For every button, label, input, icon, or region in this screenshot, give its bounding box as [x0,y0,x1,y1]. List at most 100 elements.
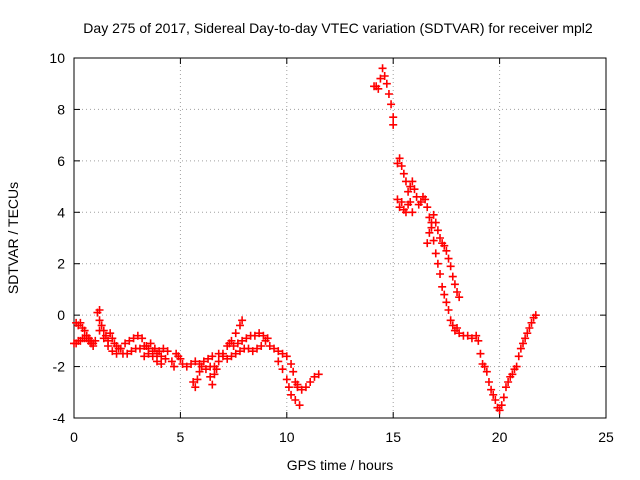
data-point [229,342,238,350]
data-point [159,344,168,353]
x-tick-label: 10 [279,429,295,445]
data-point [491,396,500,404]
data-point [531,311,540,320]
data-point [253,344,262,353]
data-point [433,226,442,235]
data-point [306,378,315,386]
x-tick-label: 25 [598,429,614,445]
data-point [399,169,408,178]
data-point [436,234,445,242]
data-point [170,362,179,371]
data-point [393,195,402,204]
data-point [378,64,387,73]
data-point [408,177,417,186]
data-point [80,326,89,335]
data-point [448,272,457,281]
data-point [163,347,172,356]
data-point [416,198,425,206]
data-point [436,270,445,278]
data-point [376,74,385,83]
data-point [404,187,413,196]
data-point [440,241,449,250]
data-point [201,365,210,374]
data-point [89,342,98,350]
data-point [480,362,489,371]
data-point [453,324,462,332]
data-point [384,90,393,98]
data-point [214,357,223,366]
data-point [382,79,391,88]
data-point [129,334,138,343]
data-point [393,159,402,168]
data-point [199,357,208,366]
data-point [310,372,319,381]
data-point [248,347,257,356]
x-axis-label: GPS time / hours [287,457,394,473]
data-point [514,352,523,361]
data-point [104,342,113,350]
data-point [274,357,283,366]
data-point [504,378,513,386]
data-point [95,316,104,325]
data-point [261,336,270,345]
data-point [157,360,166,368]
data-point [278,349,287,358]
data-point [121,339,130,348]
data-point [161,354,170,363]
data-point [204,354,213,363]
data-point [157,352,166,361]
data-point [274,347,283,356]
data-point [397,198,406,206]
data-point [206,372,215,381]
data-point [97,321,106,330]
data-point [431,249,440,258]
data-point [429,236,438,245]
data-point [425,213,434,222]
data-point [501,383,510,392]
x-tick-label: 20 [492,429,508,445]
data-point [282,375,291,384]
data-point [395,154,404,163]
data-point [76,318,85,327]
data-point [208,380,217,389]
data-point [191,357,200,366]
data-point [108,347,117,356]
data-point [389,113,398,122]
data-point [238,336,247,345]
data-point [425,228,434,237]
data-point [138,334,147,343]
data-point [235,347,244,356]
data-point [527,318,536,327]
data-point [429,210,438,219]
y-tick-label: 8 [57,101,65,117]
data-point [189,378,198,386]
data-point [404,200,413,209]
data-point [257,342,266,350]
data-point [499,393,508,402]
data-points [70,64,540,415]
data-point [287,390,296,399]
data-point [431,218,440,227]
data-point [297,385,306,394]
plot-frame [73,57,607,419]
data-point [467,334,476,343]
data-point [123,349,132,358]
data-point [133,331,142,340]
data-point [142,342,151,350]
data-point [95,306,104,314]
y-tick-label: -2 [53,359,66,375]
x-tick-label: 5 [177,429,185,445]
data-point [146,339,155,348]
y-tick-label: -4 [53,410,66,426]
data-point [193,375,202,384]
data-point [225,339,234,348]
data-point [287,360,296,368]
data-point [291,396,300,404]
data-point [208,352,217,361]
data-point [135,344,144,353]
data-point [167,357,176,366]
x-tick-label: 15 [385,429,401,445]
data-point [446,262,455,271]
data-point [289,367,298,376]
data-point [210,362,219,371]
